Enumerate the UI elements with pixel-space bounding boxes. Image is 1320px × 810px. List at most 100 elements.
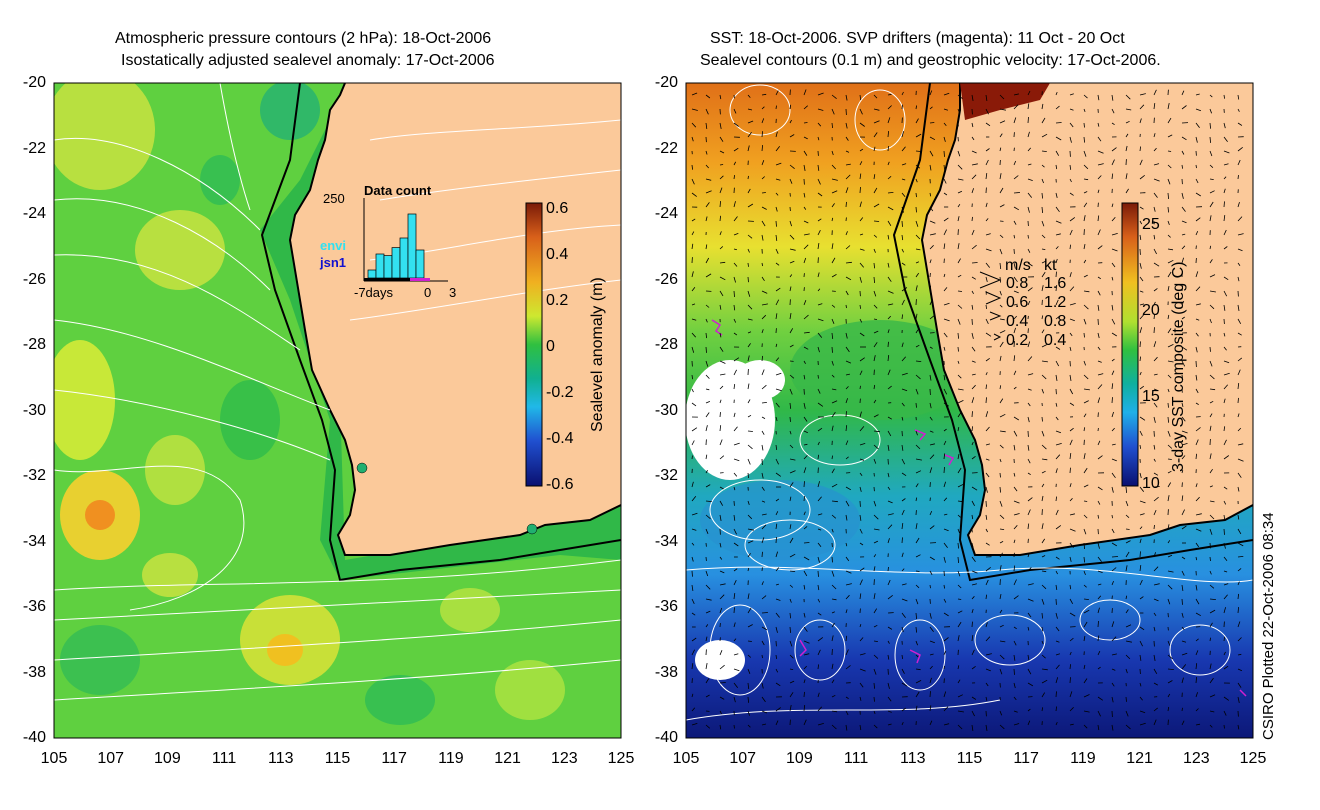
velocity-arrow xyxy=(747,331,752,334)
velocity-arrow xyxy=(1139,538,1142,544)
velocity-arrow xyxy=(929,122,935,124)
velocity-arrow xyxy=(887,654,890,660)
velocity-arrow xyxy=(971,710,975,717)
velocity-arrow xyxy=(1055,509,1059,516)
velocity-arrow xyxy=(817,706,823,712)
velocity-arrow xyxy=(1055,653,1061,656)
velocity-arrow xyxy=(1237,233,1244,236)
velocity-arrow xyxy=(691,346,695,353)
velocity-arrow xyxy=(1027,163,1032,166)
velocity-arrow xyxy=(1111,276,1114,281)
velocity-arrow xyxy=(943,481,946,488)
velocity-arrow xyxy=(733,724,735,729)
velocity-arrow xyxy=(789,164,795,170)
velocity-arrow xyxy=(929,570,933,575)
velocity-arrow xyxy=(1181,164,1183,169)
colorbar-tick-label: -0.6 xyxy=(546,476,574,493)
velocity-arrow xyxy=(803,331,810,334)
velocity-arrow xyxy=(985,443,991,446)
velocity-arrow xyxy=(943,650,947,656)
velocity-arrow xyxy=(1013,416,1020,421)
right-title-line1: SST: 18-Oct-2006. SVP drifters (magenta)… xyxy=(710,30,1125,47)
velocity-arrow xyxy=(761,500,766,503)
velocity-arrow xyxy=(775,720,779,726)
velocity-arrow xyxy=(915,178,918,183)
velocity-arrow xyxy=(747,343,751,348)
velocity-arrow xyxy=(915,402,917,408)
velocity-arrow xyxy=(999,541,1004,544)
velocity-arrow xyxy=(1125,188,1129,194)
velocity-arrow xyxy=(845,486,852,491)
velocity-arrow xyxy=(1041,470,1046,474)
velocity-arrow xyxy=(1069,229,1073,236)
velocity-arrow xyxy=(859,217,864,222)
velocity-arrow xyxy=(733,486,736,491)
velocity-arrow xyxy=(733,384,736,390)
velocity-arrow xyxy=(1097,332,1100,339)
velocity-arrow xyxy=(761,524,767,530)
velocity-arrow xyxy=(705,724,711,729)
velocity-arrow xyxy=(691,92,698,96)
velocity-arrow xyxy=(1139,526,1143,530)
velocity-arrow xyxy=(719,136,724,142)
velocity-arrow xyxy=(929,626,934,632)
velocity-arrow xyxy=(1139,626,1145,631)
velocity-arrow xyxy=(1167,117,1172,124)
velocity-arrow xyxy=(999,318,1005,321)
velocity-arrow xyxy=(705,663,708,670)
velocity-arrow xyxy=(957,360,960,364)
velocity-arrow xyxy=(971,542,974,548)
velocity-arrow xyxy=(733,668,740,672)
velocity-arrow xyxy=(747,472,749,479)
velocity-arrow xyxy=(1195,108,1202,112)
velocity-arrow xyxy=(1041,444,1047,450)
velocity-arrow xyxy=(901,537,903,544)
velocity-arrow xyxy=(1153,327,1155,334)
y-tick-label: -36 xyxy=(654,598,678,615)
velocity-arrow xyxy=(929,510,933,516)
velocity-arrow xyxy=(929,691,931,698)
velocity-arrow xyxy=(1237,276,1240,282)
colorbar-tick-label: 0.2 xyxy=(546,292,569,309)
velocity-arrow xyxy=(1069,528,1076,532)
velocity-arrow xyxy=(705,528,709,534)
velocity-arrow xyxy=(915,654,919,658)
velocity-arrow xyxy=(1041,192,1043,199)
velocity-arrow xyxy=(719,175,724,180)
inset-bar xyxy=(383,255,393,279)
velocity-arrow xyxy=(1167,328,1172,334)
velocity-arrow xyxy=(859,593,862,600)
x-tick-label: 121 xyxy=(1126,750,1153,767)
velocity-arrow xyxy=(1027,131,1030,138)
velocity-arrow xyxy=(761,145,763,152)
velocity-arrow xyxy=(803,136,808,140)
x-tick-label: 115 xyxy=(324,750,351,767)
velocity-arrow xyxy=(1097,215,1100,222)
velocity-arrow xyxy=(705,454,708,460)
velocity-arrow xyxy=(845,635,848,642)
velocity-arrow xyxy=(971,635,974,642)
velocity-arrow xyxy=(1097,384,1103,390)
velocity-arrow xyxy=(873,668,877,675)
velocity-arrow xyxy=(859,332,865,337)
velocity-arrow xyxy=(943,192,948,196)
velocity-arrow xyxy=(845,710,849,716)
velocity-arrow xyxy=(1167,259,1174,264)
velocity-arrow xyxy=(705,94,711,99)
velocity-arrow xyxy=(789,444,794,449)
velocity-arrow xyxy=(845,542,848,547)
velocity-arrow xyxy=(733,442,740,446)
velocity-arrow xyxy=(817,243,820,250)
velocity-arrow xyxy=(859,248,865,251)
velocity-arrow xyxy=(929,467,933,474)
velocity-arrow xyxy=(1167,374,1172,379)
velocity-arrow xyxy=(1181,443,1188,446)
velocity-arrow xyxy=(1097,556,1102,562)
velocity-arrow xyxy=(985,357,990,362)
velocity-arrow xyxy=(817,136,820,141)
velocity-arrow xyxy=(1013,355,1016,362)
velocity-arrow xyxy=(845,386,849,390)
velocity-arrow xyxy=(1069,691,1073,698)
velocity-arrow xyxy=(1195,542,1200,548)
x-tick-label: 107 xyxy=(97,750,125,767)
